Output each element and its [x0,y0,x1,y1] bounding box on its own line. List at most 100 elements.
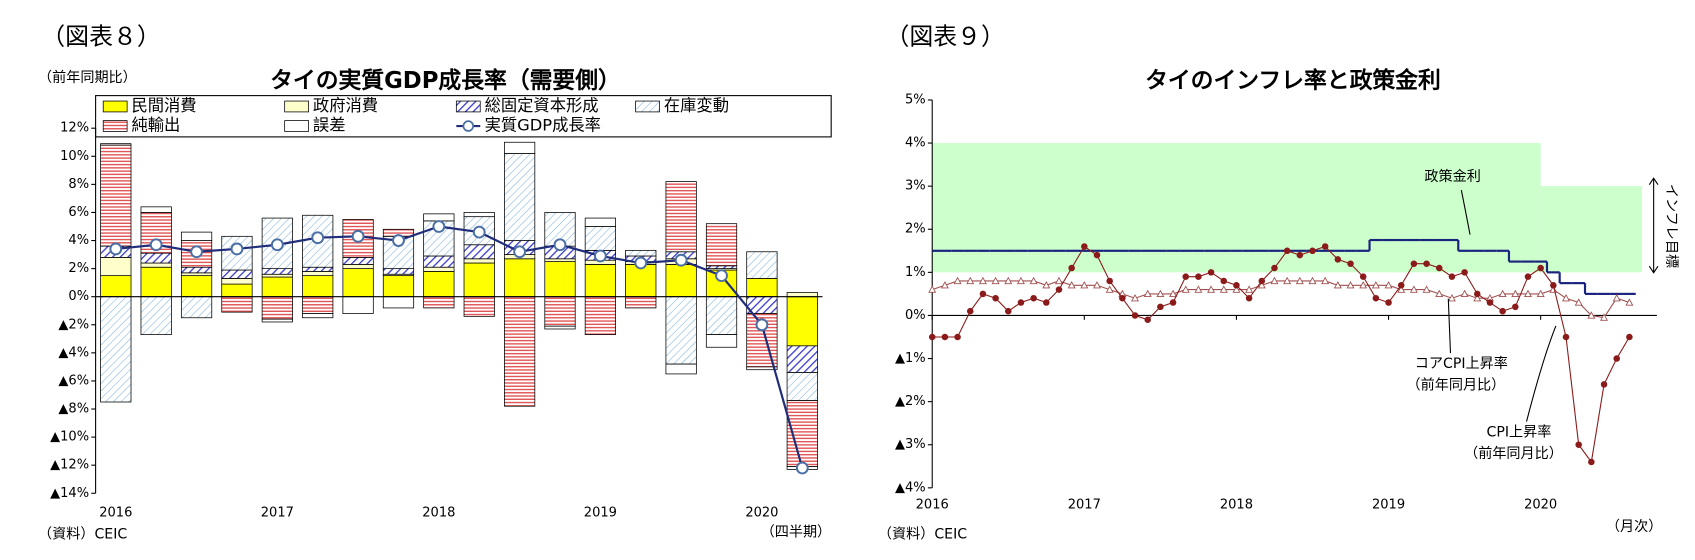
bar-segment [100,257,132,277]
core-marker [1232,285,1241,293]
cpi-marker [979,290,987,298]
gdp-marker [190,245,203,259]
bar-segment [180,272,213,277]
cpi-marker [1575,441,1582,449]
pointer [1447,298,1452,354]
bar-segment [584,226,616,251]
bar-segment [786,372,818,401]
cpi-marker [1309,247,1316,255]
y-tick-label: 2% [905,222,926,237]
bar-segment [140,266,172,298]
cpi-marker [1410,260,1418,267]
bar-segment [261,318,293,323]
legend-swatch [102,100,128,113]
core-marker [1422,285,1431,293]
series-annotation-note: （前年同月比） [1464,445,1563,462]
core-marker [991,276,1000,285]
bar-segment [261,273,293,278]
legend-swatch [455,100,481,113]
y-tick-label: ▲4% [895,480,926,495]
cpi-marker [1474,290,1481,298]
legend-swatch [635,100,660,113]
cpi-marker [992,294,999,302]
source: （資料）CEIC [38,527,127,543]
bar-segment [746,251,778,279]
gdp-marker [553,238,567,252]
core-marker [1333,281,1342,289]
bar-segment [463,296,495,317]
core-marker [1346,281,1355,289]
cpi-marker [1005,307,1012,315]
cpi-marker [1043,299,1050,306]
y-tick-label: 0% [68,289,89,304]
y-tick-label: 4% [905,136,926,151]
gdp-marker [351,229,365,243]
bar-segment [584,217,616,227]
core-marker [1435,289,1444,298]
bar-segment [463,244,495,260]
core-marker [1511,289,1520,298]
x-unit: （四半期） [761,524,832,540]
core-marker [1004,276,1013,285]
bar-segment [180,231,213,241]
gdp-marker [311,231,325,245]
core-marker [1587,311,1596,319]
cpi-marker [1258,277,1266,285]
cpi-marker [1055,286,1063,293]
bar-segment [100,296,132,403]
core-marker [1219,285,1228,293]
legend-label: 在庫変動 [664,96,729,115]
core-marker [1207,285,1216,293]
bar-segment [302,266,334,272]
x-tick-label: 2019 [584,505,617,520]
y-tick-label: 4% [68,233,89,248]
core-marker [1029,276,1038,285]
bar-segment [625,296,657,309]
cpi-marker [1195,273,1202,280]
y-tick-label: ▲4% [58,345,89,360]
cpi-marker [1169,299,1177,306]
core-marker [1600,313,1609,321]
gdp-marker [513,245,527,259]
legend-swatch [284,120,309,132]
bar-segment [423,255,455,268]
bar-segment [504,153,536,241]
bar-segment [504,296,536,407]
x-tick-label: 2017 [261,505,294,520]
bar-segment [665,363,697,375]
gdp-marker [270,238,284,252]
y-tick-label: ▲1% [895,351,926,366]
core-marker [1498,289,1507,298]
gdp-marker [674,253,688,267]
core-marker [1131,294,1140,302]
cpi-marker [1550,282,1557,289]
y-tick-label: 2% [68,261,89,276]
bar-segment [544,325,576,330]
cpi-marker [1435,264,1443,272]
bar-segment [746,366,778,371]
pointer [1526,325,1557,422]
bar-segment [786,292,818,298]
core-marker [1270,276,1279,285]
bar-segment [705,265,738,269]
target-band [932,143,1541,273]
bar-segment [382,275,415,298]
legend-box [95,95,832,138]
cpi-marker [1131,312,1139,319]
charts: （図表８） （前年同期比） タイの実質GDP成長率（需要側） （資料）CEIC … [38,23,1679,543]
cpi-marker [1030,294,1037,302]
bar-segment [140,206,172,213]
cpi-marker [1600,381,1608,388]
bar-segment [140,252,172,264]
chart-title: タイの実質GDP成長率（需要側） [270,67,621,94]
bar-segment [342,296,374,314]
gdp-marker [795,461,809,475]
legend-label: 総固定資本形成 [485,96,599,115]
cpi-marker [1283,247,1291,255]
bar-segment [423,271,455,298]
x-tick-label: 2016 [99,505,132,520]
bar-segment [261,296,293,320]
legend-label: 実質GDP成長率 [485,116,601,135]
gdp-marker [109,242,123,256]
